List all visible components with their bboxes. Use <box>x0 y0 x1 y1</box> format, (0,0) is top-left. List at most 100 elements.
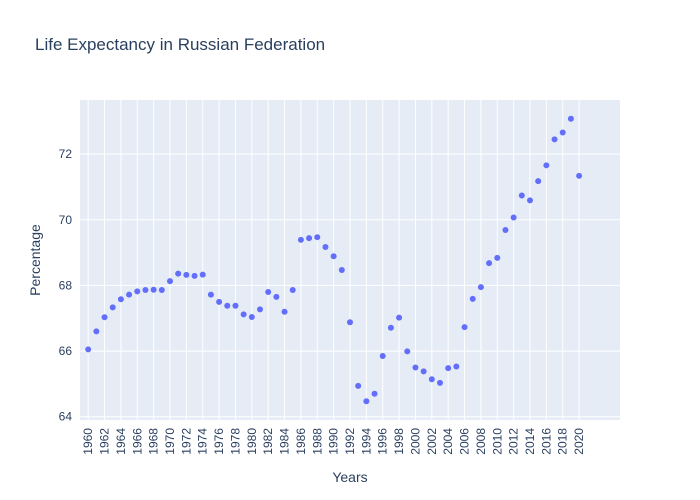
data-point[interactable] <box>420 368 427 375</box>
x-axis-title: Years <box>332 469 367 485</box>
x-tick-label: 2004 <box>441 428 455 455</box>
data-point[interactable] <box>199 271 206 278</box>
data-point[interactable] <box>224 302 231 309</box>
x-tick-label: 1970 <box>163 428 177 455</box>
x-tick-label: 1974 <box>196 428 210 455</box>
data-point[interactable] <box>297 236 304 243</box>
data-point[interactable] <box>559 129 566 136</box>
data-point[interactable] <box>191 272 198 279</box>
data-point[interactable] <box>322 244 329 251</box>
data-point[interactable] <box>289 287 296 294</box>
data-point[interactable] <box>167 278 173 285</box>
data-point[interactable] <box>396 314 403 321</box>
x-tick-label: 2002 <box>425 428 439 455</box>
data-point[interactable] <box>248 313 255 320</box>
data-point[interactable] <box>404 348 411 355</box>
data-point[interactable] <box>412 364 419 371</box>
x-tick-label: 1964 <box>114 428 128 455</box>
data-point[interactable] <box>85 346 92 353</box>
x-tick-label: 2006 <box>458 428 472 455</box>
points-layer <box>85 115 583 405</box>
data-point[interactable] <box>338 267 345 274</box>
data-point[interactable] <box>510 214 517 221</box>
data-point[interactable] <box>330 253 337 260</box>
x-tick-label: 2020 <box>572 428 586 455</box>
x-tick-label: 1992 <box>343 428 357 455</box>
data-point[interactable] <box>355 382 362 389</box>
data-point[interactable] <box>175 270 182 277</box>
data-point[interactable] <box>445 365 452 372</box>
data-point[interactable] <box>126 291 133 298</box>
data-point[interactable] <box>306 235 313 242</box>
y-tick-label: 70 <box>59 213 73 227</box>
data-point[interactable] <box>387 324 394 331</box>
data-point[interactable] <box>502 226 509 233</box>
data-point[interactable] <box>371 390 378 397</box>
y-tick-label: 68 <box>59 278 73 292</box>
data-point[interactable] <box>428 376 435 383</box>
x-tick-label: 2012 <box>507 428 521 455</box>
data-point[interactable] <box>518 192 525 199</box>
data-point[interactable] <box>240 311 247 318</box>
data-point[interactable] <box>281 308 288 315</box>
x-tick-label: 1990 <box>327 428 341 455</box>
x-tick-label: 1960 <box>81 428 95 455</box>
x-tick-label: 2008 <box>474 428 488 455</box>
data-point[interactable] <box>527 197 533 204</box>
x-tick-label: 1984 <box>278 428 292 455</box>
data-point[interactable] <box>150 286 157 293</box>
x-tick-label: 1962 <box>98 428 112 455</box>
x-axis-ticks: 1960 1962 1964 1966 1968 1970 1972 1974 1976 1978… <box>81 428 586 455</box>
data-point[interactable] <box>535 178 542 185</box>
data-point[interactable] <box>576 172 583 179</box>
x-tick-label: 1978 <box>228 428 242 455</box>
data-point[interactable] <box>347 319 353 326</box>
x-tick-label: 1988 <box>310 428 324 455</box>
data-point[interactable] <box>134 288 141 295</box>
data-point[interactable] <box>257 306 263 313</box>
data-point[interactable] <box>142 287 149 294</box>
x-tick-label: 1976 <box>212 428 226 455</box>
data-point[interactable] <box>551 136 558 143</box>
data-point[interactable] <box>543 162 550 169</box>
data-point[interactable] <box>216 298 223 305</box>
data-point[interactable] <box>567 115 574 122</box>
data-point[interactable] <box>486 260 493 267</box>
data-point[interactable] <box>494 254 501 261</box>
x-tick-label: 1968 <box>147 428 161 455</box>
x-tick-label: 1996 <box>376 428 390 455</box>
data-point[interactable] <box>437 379 443 386</box>
data-point[interactable] <box>379 353 386 359</box>
data-point[interactable] <box>158 287 165 294</box>
x-tick-label: 1986 <box>294 428 308 455</box>
x-tick-label: 2010 <box>490 428 504 455</box>
x-tick-label: 1966 <box>130 428 144 455</box>
x-tick-label: 2000 <box>408 428 422 455</box>
chart-title: Life Expectancy in Russian Federation <box>35 35 325 54</box>
data-point[interactable] <box>183 271 190 278</box>
data-point[interactable] <box>265 289 272 295</box>
data-point[interactable] <box>314 234 321 241</box>
y-tick-label: 72 <box>59 147 73 161</box>
x-tick-label: 2016 <box>539 428 553 455</box>
x-tick-label: 1980 <box>245 428 259 455</box>
data-point[interactable] <box>93 328 100 335</box>
data-point[interactable] <box>453 363 460 370</box>
data-point[interactable] <box>101 314 108 321</box>
x-tick-label: 1994 <box>359 428 373 455</box>
grid-layer <box>80 100 620 420</box>
data-point[interactable] <box>477 284 484 291</box>
x-tick-label: 1982 <box>261 428 275 455</box>
data-point[interactable] <box>207 291 214 298</box>
data-point[interactable] <box>363 398 370 405</box>
x-tick-label: 2018 <box>556 428 570 455</box>
x-tick-label: 2014 <box>523 428 537 455</box>
data-point[interactable] <box>469 295 476 302</box>
data-point[interactable] <box>109 304 116 311</box>
x-tick-label: 1998 <box>392 428 406 455</box>
data-point[interactable] <box>232 302 239 309</box>
data-point[interactable] <box>461 324 468 331</box>
data-point[interactable] <box>273 293 280 300</box>
data-point[interactable] <box>117 296 124 303</box>
